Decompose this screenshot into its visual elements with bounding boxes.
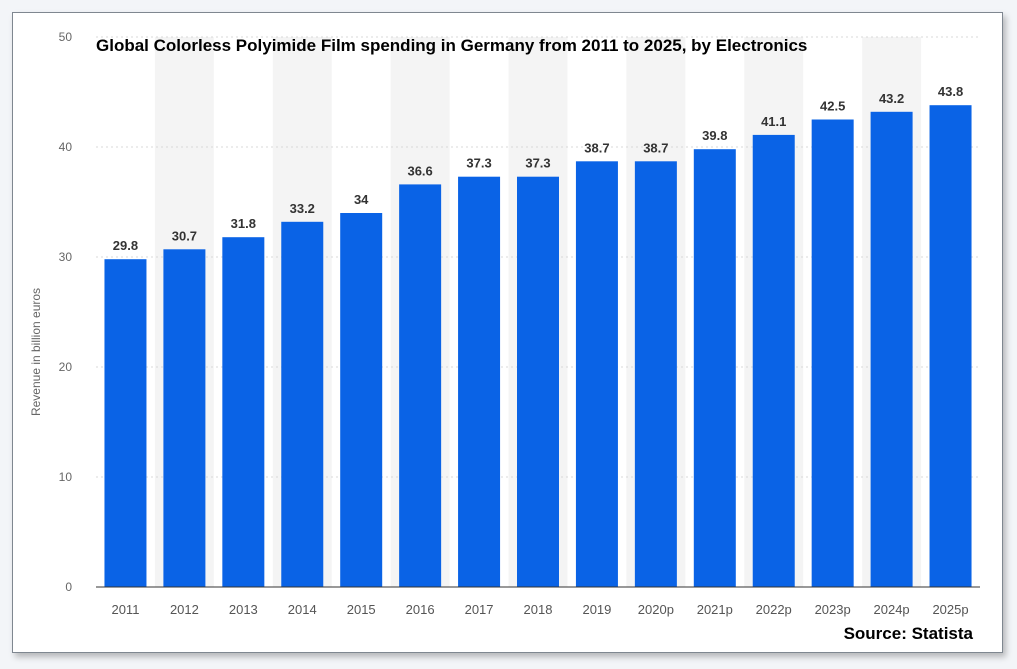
data-label: 43.2	[879, 91, 904, 106]
x-tick-label: 2024p	[874, 602, 910, 617]
bar	[517, 176, 559, 587]
data-label: 41.1	[761, 114, 786, 129]
bar	[222, 237, 265, 587]
y-tick-label: 50	[59, 30, 73, 44]
bar	[458, 176, 501, 587]
data-labels: 29.8 30.7 31.8 33.2 34 36.6 37.3 37.3 38.7 38.7 39…	[113, 84, 963, 253]
data-label: 42.5	[820, 99, 845, 114]
data-label: 37.3	[466, 156, 491, 171]
x-tick-label: 2021p	[697, 602, 733, 617]
bar	[340, 213, 383, 587]
y-axis-label: Revenue in billion euros	[29, 288, 43, 416]
bar	[929, 105, 972, 587]
data-label: 39.8	[702, 128, 727, 143]
bar	[104, 259, 147, 587]
data-label: 31.8	[231, 216, 256, 231]
data-label: 37.3	[525, 156, 550, 171]
data-label: 29.8	[113, 238, 138, 253]
bar	[870, 111, 913, 588]
data-label: 38.7	[643, 140, 668, 155]
x-tick-label: 2018	[524, 602, 553, 617]
y-tick-label: 40	[59, 140, 73, 154]
x-tick-label: 2020p	[638, 602, 674, 617]
x-tick-label: 2014	[288, 602, 317, 617]
y-tick-label: 20	[59, 360, 73, 374]
y-tick-label: 10	[59, 470, 73, 484]
x-tick-label: 2017	[465, 602, 494, 617]
y-axis-ticks: 0 10 20 30 40 50	[59, 30, 73, 594]
x-axis-ticks: 2011 2012 2013 2014 2015 2016 2017 2018 2019 2020…	[111, 602, 968, 617]
data-label: 30.7	[172, 228, 197, 243]
bar	[811, 119, 854, 587]
x-tick-label: 2011	[111, 602, 139, 617]
x-tick-label: 2015	[347, 602, 376, 617]
bar	[399, 184, 442, 587]
bar	[752, 134, 795, 587]
data-label: 33.2	[290, 201, 315, 216]
data-label: 36.6	[407, 163, 432, 178]
source-note: Source: Statista	[843, 624, 973, 643]
bar	[281, 221, 324, 588]
data-label: 34	[354, 192, 369, 207]
bar	[575, 161, 618, 588]
data-label: 43.8	[938, 84, 963, 99]
bars	[104, 105, 972, 588]
bar	[163, 249, 206, 588]
y-tick-label: 30	[59, 250, 73, 264]
x-tick-label: 2023p	[815, 602, 851, 617]
bar	[634, 161, 677, 588]
x-tick-label: 2025p	[932, 602, 968, 617]
chart-title: Global Colorless Polyimide Film spending…	[96, 36, 808, 55]
x-tick-label: 2013	[229, 602, 258, 617]
data-label: 38.7	[584, 140, 609, 155]
x-tick-label: 2022p	[756, 602, 792, 617]
x-tick-label: 2016	[406, 602, 435, 617]
bar	[693, 149, 736, 587]
y-tick-label: 0	[65, 580, 72, 594]
x-tick-label: 2019	[582, 602, 611, 617]
x-tick-label: 2012	[170, 602, 199, 617]
